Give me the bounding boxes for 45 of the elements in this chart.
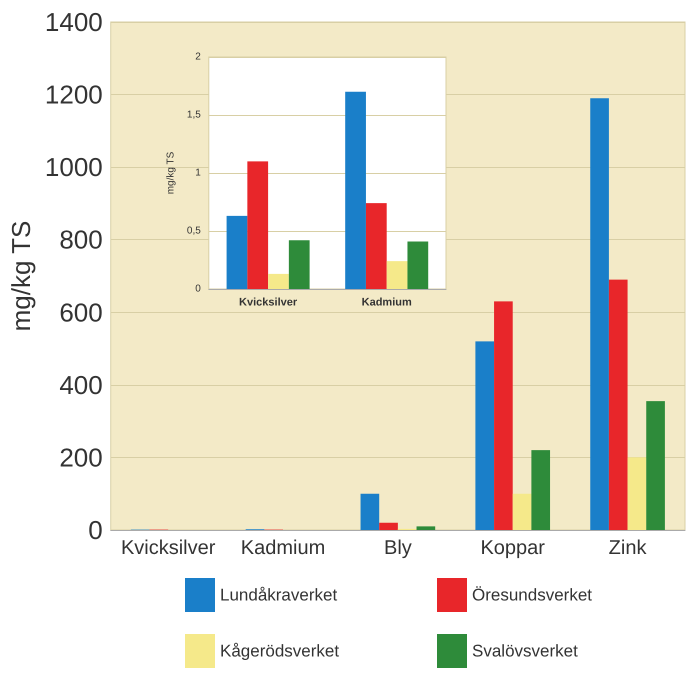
y-tick-label: 1 (195, 168, 202, 178)
legend-label: Lundåkraverket (220, 586, 338, 604)
x-tick-label: Kvicksilver (120, 537, 216, 559)
y-tick-label: 0 (88, 515, 103, 545)
bar (475, 341, 494, 530)
y-tick-label: 1,5 (186, 110, 202, 120)
bar (345, 92, 366, 289)
bar (531, 450, 550, 530)
y-tick-label: 600 (59, 297, 103, 328)
bar (366, 203, 387, 289)
legend-label: Öresundsverket (472, 586, 592, 604)
bar (288, 240, 310, 289)
y-tick-label: 1200 (44, 80, 103, 110)
bar (407, 241, 428, 289)
bar (512, 494, 532, 530)
legend-label: Kågerödsverket (220, 642, 340, 660)
y-tick-label: 400 (59, 370, 103, 400)
bar (646, 401, 665, 530)
bar (416, 526, 436, 530)
bar (608, 280, 628, 530)
bar (494, 301, 513, 530)
x-tick-label: Kadmium (362, 296, 412, 308)
x-tick-label: Kadmium (240, 537, 326, 559)
bar (590, 98, 609, 530)
y-tick-label: 0 (195, 284, 202, 294)
y-tick-label: 0,5 (186, 226, 202, 236)
bar (360, 494, 380, 530)
y-axis-title: mg/kg TS (166, 151, 176, 194)
y-axis-title: mg/kg TS (6, 220, 36, 332)
y-tick-label: 200 (59, 442, 103, 472)
x-tick-label: Zink (608, 537, 648, 559)
y-tick-label: 800 (59, 224, 103, 255)
legend-label: Svalövsverket (472, 642, 578, 660)
bar (386, 261, 408, 289)
x-tick-label: Kvicksilver (239, 296, 298, 308)
y-tick-label: 1400 (44, 7, 103, 37)
bar (226, 216, 248, 289)
y-tick-label: 2 (195, 52, 202, 62)
bar (628, 457, 646, 530)
bar (268, 274, 289, 289)
x-tick-label: Bly (384, 537, 412, 559)
x-tick-label: Koppar (480, 537, 546, 559)
bar (247, 161, 268, 289)
bar (379, 522, 398, 530)
y-tick-label: 1000 (44, 152, 103, 182)
